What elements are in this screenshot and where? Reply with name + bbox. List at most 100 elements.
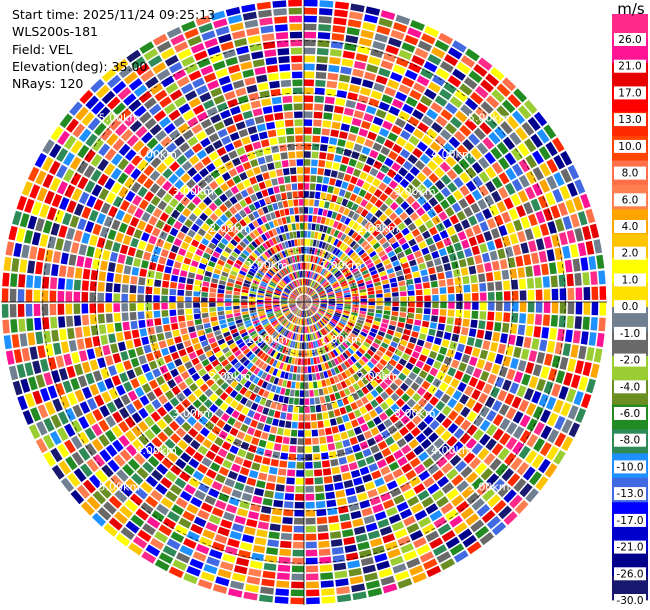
- velocity-gate: [350, 469, 361, 479]
- velocity-gate: [281, 318, 287, 324]
- velocity-gate: [304, 296, 310, 302]
- velocity-gate: [206, 556, 220, 567]
- velocity-gate: [372, 503, 384, 514]
- velocity-gate: [114, 489, 128, 503]
- velocity-gate: [541, 327, 550, 339]
- velocity-gate: [379, 213, 388, 222]
- velocity-gate: [107, 459, 120, 473]
- velocity-gate: [344, 246, 352, 254]
- velocity-gate: [547, 220, 557, 234]
- range-ring-label: 3.00km: [394, 185, 436, 198]
- velocity-gate: [297, 302, 304, 306]
- velocity-gate: [185, 445, 196, 457]
- velocity-gate: [1, 288, 9, 302]
- velocity-gate: [463, 451, 476, 464]
- velocity-gate: [499, 418, 511, 431]
- velocity-gate: [448, 136, 461, 149]
- velocity-gate: [318, 310, 325, 315]
- velocity-gate: [388, 37, 402, 48]
- velocity-gate: [456, 144, 469, 157]
- velocity-gate: [319, 372, 325, 380]
- velocity-gate: [267, 539, 279, 548]
- velocity-gate: [201, 156, 212, 166]
- velocity-gate: [227, 98, 239, 108]
- velocity-gate: [77, 144, 90, 159]
- velocity-gate: [117, 158, 129, 171]
- velocity-gate: [490, 146, 503, 160]
- velocity-gate: [331, 267, 338, 274]
- velocity-gate: [441, 405, 452, 416]
- velocity-gate: [480, 302, 487, 311]
- velocity-gate: [306, 271, 309, 278]
- velocity-gate: [520, 242, 530, 254]
- velocity-gate: [414, 463, 426, 475]
- velocity-gate: [39, 387, 51, 402]
- velocity-gate: [209, 297, 216, 302]
- velocity-gate: [177, 439, 189, 451]
- velocity-gate: [359, 171, 368, 181]
- velocity-gate: [510, 357, 519, 370]
- velocity-gate: [348, 84, 360, 93]
- velocity-gate: [358, 358, 366, 367]
- velocity-gate: [339, 354, 346, 362]
- velocity-gate: [329, 177, 336, 186]
- velocity-gate: [166, 26, 182, 39]
- velocity-gate: [230, 72, 243, 82]
- velocity-gate: [414, 250, 423, 259]
- velocity-gate: [146, 137, 159, 150]
- velocity-gate: [305, 509, 316, 517]
- velocity-gate: [317, 380, 323, 388]
- velocity-gate: [214, 437, 224, 447]
- velocity-gate: [191, 123, 203, 135]
- velocity-gate: [458, 362, 468, 372]
- velocity-gate: [187, 35, 202, 47]
- velocity-gate: [519, 290, 527, 301]
- velocity-gate: [434, 135, 447, 147]
- velocity-gate: [353, 327, 361, 334]
- velocity-gate: [304, 286, 306, 294]
- velocity-gate: [279, 327, 285, 334]
- velocity-gate: [375, 109, 387, 119]
- velocity-gate: [65, 278, 74, 290]
- velocity-gate: [170, 34, 185, 46]
- velocity-gate: [264, 231, 271, 240]
- velocity-gate: [280, 540, 292, 549]
- velocity-gate: [279, 362, 285, 370]
- velocity-gate: [250, 288, 257, 292]
- velocity-gate: [216, 419, 226, 429]
- velocity-gate: [386, 480, 398, 491]
- velocity-gate: [417, 489, 430, 501]
- velocity-gate: [406, 557, 421, 569]
- velocity-gate: [105, 303, 113, 313]
- velocity-gate: [107, 229, 117, 241]
- velocity-gate: [340, 380, 348, 389]
- velocity-gate: [107, 262, 116, 272]
- velocity-gate: [90, 78, 105, 93]
- velocity-gate: [438, 32, 454, 45]
- velocity-gate: [246, 257, 254, 265]
- velocity-gate: [567, 164, 580, 180]
- velocity-gate: [370, 389, 379, 398]
- velocity-gate: [388, 372, 397, 381]
- velocity-gate: [151, 510, 165, 523]
- velocity-gate: [339, 320, 346, 326]
- velocity-gate: [218, 368, 227, 377]
- velocity-gate: [240, 61, 253, 71]
- velocity-gate: [291, 183, 298, 191]
- velocity-gate: [524, 228, 534, 241]
- velocity-gate: [155, 175, 167, 187]
- velocity-gate: [304, 326, 306, 334]
- velocity-gate: [105, 444, 118, 458]
- velocity-gate: [364, 259, 373, 266]
- velocity-gate: [297, 358, 302, 365]
- velocity-gate: [252, 166, 261, 175]
- velocity-gate: [304, 342, 307, 350]
- colorbar-tick-label: -2.0: [620, 355, 641, 367]
- velocity-gate: [141, 336, 150, 346]
- velocity-gate: [513, 219, 523, 232]
- velocity-gate: [459, 83, 473, 96]
- velocity-gate: [56, 427, 69, 442]
- velocity-gate: [290, 324, 294, 331]
- velocity-gate: [196, 149, 207, 160]
- velocity-gate: [464, 118, 477, 132]
